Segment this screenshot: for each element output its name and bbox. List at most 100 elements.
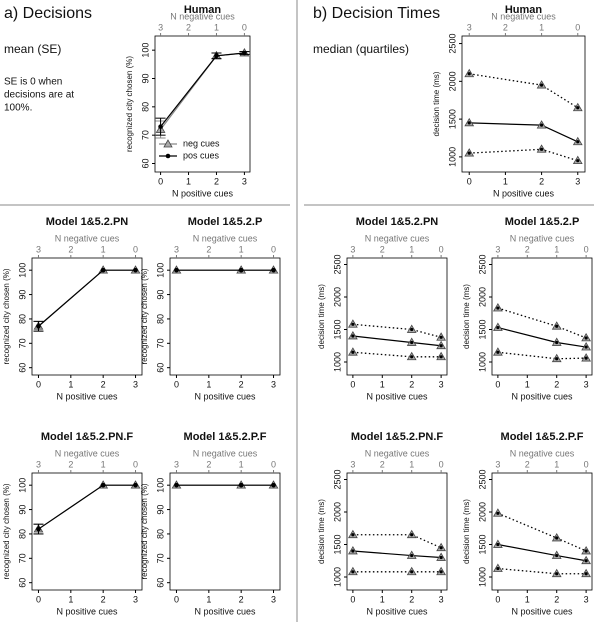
chart-title: Model 1&5.2.PN.F <box>41 431 134 443</box>
x-axis-label: N positive cues <box>194 391 256 401</box>
y-tick-label: 100 <box>140 43 150 58</box>
x2-tick-label: 1 <box>101 459 106 469</box>
x2-tick-label: 3 <box>350 459 355 469</box>
marker-dot <box>238 267 244 273</box>
marker-dot <box>100 482 106 488</box>
y-tick-label: 60 <box>17 363 27 373</box>
x-tick-label: 0 <box>467 176 472 186</box>
chart-title: Model 1&5.2.P <box>188 216 263 228</box>
x-tick-label: 1 <box>206 594 211 604</box>
chart-title: Model 1&5.2.P <box>505 216 580 228</box>
y-tick-label: 2500 <box>332 469 342 489</box>
x2-tick-label: 3 <box>495 459 500 469</box>
y-tick-label: 2000 <box>447 71 457 91</box>
marker-dot <box>584 572 588 576</box>
x2-tick-label: 2 <box>525 244 530 254</box>
panel-note: mean (SE) <box>4 42 61 56</box>
legend-label: neg cues <box>183 138 220 148</box>
y-tick-label: 100 <box>17 263 27 278</box>
chart-title: Human <box>505 4 543 16</box>
marker-dot <box>584 345 588 349</box>
y-tick-label: 90 <box>140 73 150 83</box>
marker-dot <box>439 335 443 339</box>
x-tick-label: 2 <box>239 594 244 604</box>
panel-label: a) Decisions <box>4 5 92 22</box>
x-tick-label: 1 <box>503 176 508 186</box>
x-axis-label: N positive cues <box>366 391 428 401</box>
plot-frame <box>154 35 251 173</box>
series-line <box>469 148 578 162</box>
marker-dot <box>351 533 355 537</box>
chart-title: Human <box>184 4 222 16</box>
series-line <box>38 269 136 327</box>
series-line <box>497 567 587 575</box>
y-tick-label: 60 <box>17 578 27 588</box>
x2-tick-label: 1 <box>539 22 544 32</box>
marker-dot <box>439 355 443 359</box>
marker-dot <box>410 533 414 537</box>
x2-tick-label: 2 <box>503 22 508 32</box>
series-line <box>497 351 587 360</box>
marker-dot <box>214 53 219 59</box>
x-tick-label: 2 <box>101 594 106 604</box>
x2-tick-label: 3 <box>174 244 179 254</box>
x-axis-label: N positive cues <box>172 188 234 198</box>
marker-dot <box>539 147 544 151</box>
x2-tick-label: 3 <box>36 244 41 254</box>
x-tick-label: 2 <box>409 379 414 389</box>
chart-title: Model 1&5.2.PN <box>46 216 129 228</box>
marker-dot <box>555 357 559 361</box>
series-line <box>38 484 136 530</box>
marker-dot <box>584 336 588 340</box>
y-tick-label: 60 <box>140 158 150 168</box>
x-axis-label: N positive cues <box>194 606 256 616</box>
y-tick-label: 2000 <box>332 287 342 307</box>
series-line <box>469 122 579 143</box>
y-tick-label: 2500 <box>477 469 487 489</box>
y-axis-label: decision time (ms) <box>317 499 326 564</box>
marker-dot <box>496 306 500 310</box>
marker-dot <box>555 572 559 576</box>
x-axis-label: N positive cues <box>493 188 555 198</box>
marker-dot <box>496 350 500 354</box>
x2-axis-label: N negative cues <box>510 448 575 458</box>
marker-dot <box>410 340 414 345</box>
marker-dot <box>351 334 355 338</box>
y-tick-label: 80 <box>155 314 165 324</box>
x-tick-label: 1 <box>380 379 385 389</box>
x2-tick-label: 2 <box>206 244 211 254</box>
marker-dot <box>467 151 471 155</box>
marker-dot <box>439 570 443 574</box>
y-tick-label: 2000 <box>477 287 487 307</box>
y-tick-label: 2500 <box>477 254 487 274</box>
x2-tick-label: 0 <box>133 459 138 469</box>
x2-tick-label: 0 <box>439 459 444 469</box>
marker-dot <box>410 355 414 359</box>
chart-title: Model 1&5.2.P.F <box>184 431 267 443</box>
x-tick-label: 3 <box>584 594 589 604</box>
x-tick-label: 3 <box>439 594 444 604</box>
y-tick-label: 1500 <box>477 534 487 554</box>
x2-tick-label: 0 <box>584 459 589 469</box>
marker-dot <box>410 570 414 574</box>
series-line <box>352 550 442 559</box>
x-tick-label: 1 <box>68 379 73 389</box>
x2-axis-label: N negative cues <box>193 448 258 458</box>
x-tick-label: 3 <box>584 379 589 389</box>
panel-label: b) Decision Times <box>313 5 440 22</box>
series-line <box>469 73 579 109</box>
marker-dot <box>496 511 500 515</box>
y-axis-label: recognized city chosen (%) <box>2 268 11 364</box>
marker-dot <box>576 159 580 163</box>
chart-title: Model 1&5.2.P.F <box>501 431 584 443</box>
x-tick-label: 1 <box>380 594 385 604</box>
marker-dot <box>36 323 41 329</box>
y-tick-label: 2000 <box>477 502 487 522</box>
y-axis-label: decision time (ms) <box>317 284 326 349</box>
x-tick-label: 0 <box>495 594 500 604</box>
y-tick-label: 100 <box>155 478 165 493</box>
y-axis-label: decision time (ms) <box>462 284 471 349</box>
x2-tick-label: 3 <box>158 22 163 32</box>
y-axis-label: recognized city chosen (%) <box>2 483 11 579</box>
